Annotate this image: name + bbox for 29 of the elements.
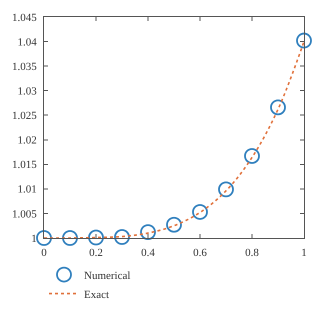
y-tick-label: 1 (31, 232, 37, 245)
x-tick-label: 0.2 (89, 247, 103, 260)
x-tick-label: 0 (41, 247, 48, 260)
x-tick-label: 0.6 (193, 247, 208, 260)
y-tick-label: 1.045 (12, 12, 38, 24)
y-tick-label: 1.02 (18, 134, 37, 147)
point (296, 32, 312, 48)
point (166, 216, 182, 233)
point (114, 229, 130, 245)
point (244, 148, 260, 164)
y-tick-label: 1.005 (12, 208, 38, 220)
y-tick-label: 1.025 (12, 110, 38, 122)
point (192, 204, 208, 220)
y-tick-label: 1.03 (18, 86, 38, 98)
y-tick-label: 1.01 (18, 184, 37, 196)
point (270, 99, 286, 116)
x-tick-label: 0.4 (141, 247, 156, 260)
point (218, 181, 234, 198)
point (62, 230, 78, 246)
y-tick-label: 1.015 (12, 159, 38, 172)
x-tick-label: 1 (301, 247, 307, 260)
point (88, 230, 104, 246)
y-tick-label: 1.035 (12, 60, 38, 73)
point (140, 224, 156, 240)
point (36, 230, 52, 246)
legend-label: Numerical (84, 270, 130, 282)
x-tick-label: 0.8 (245, 247, 260, 260)
legend-label: Exact (84, 288, 110, 301)
y-tick-label: 1.04 (18, 36, 38, 48)
